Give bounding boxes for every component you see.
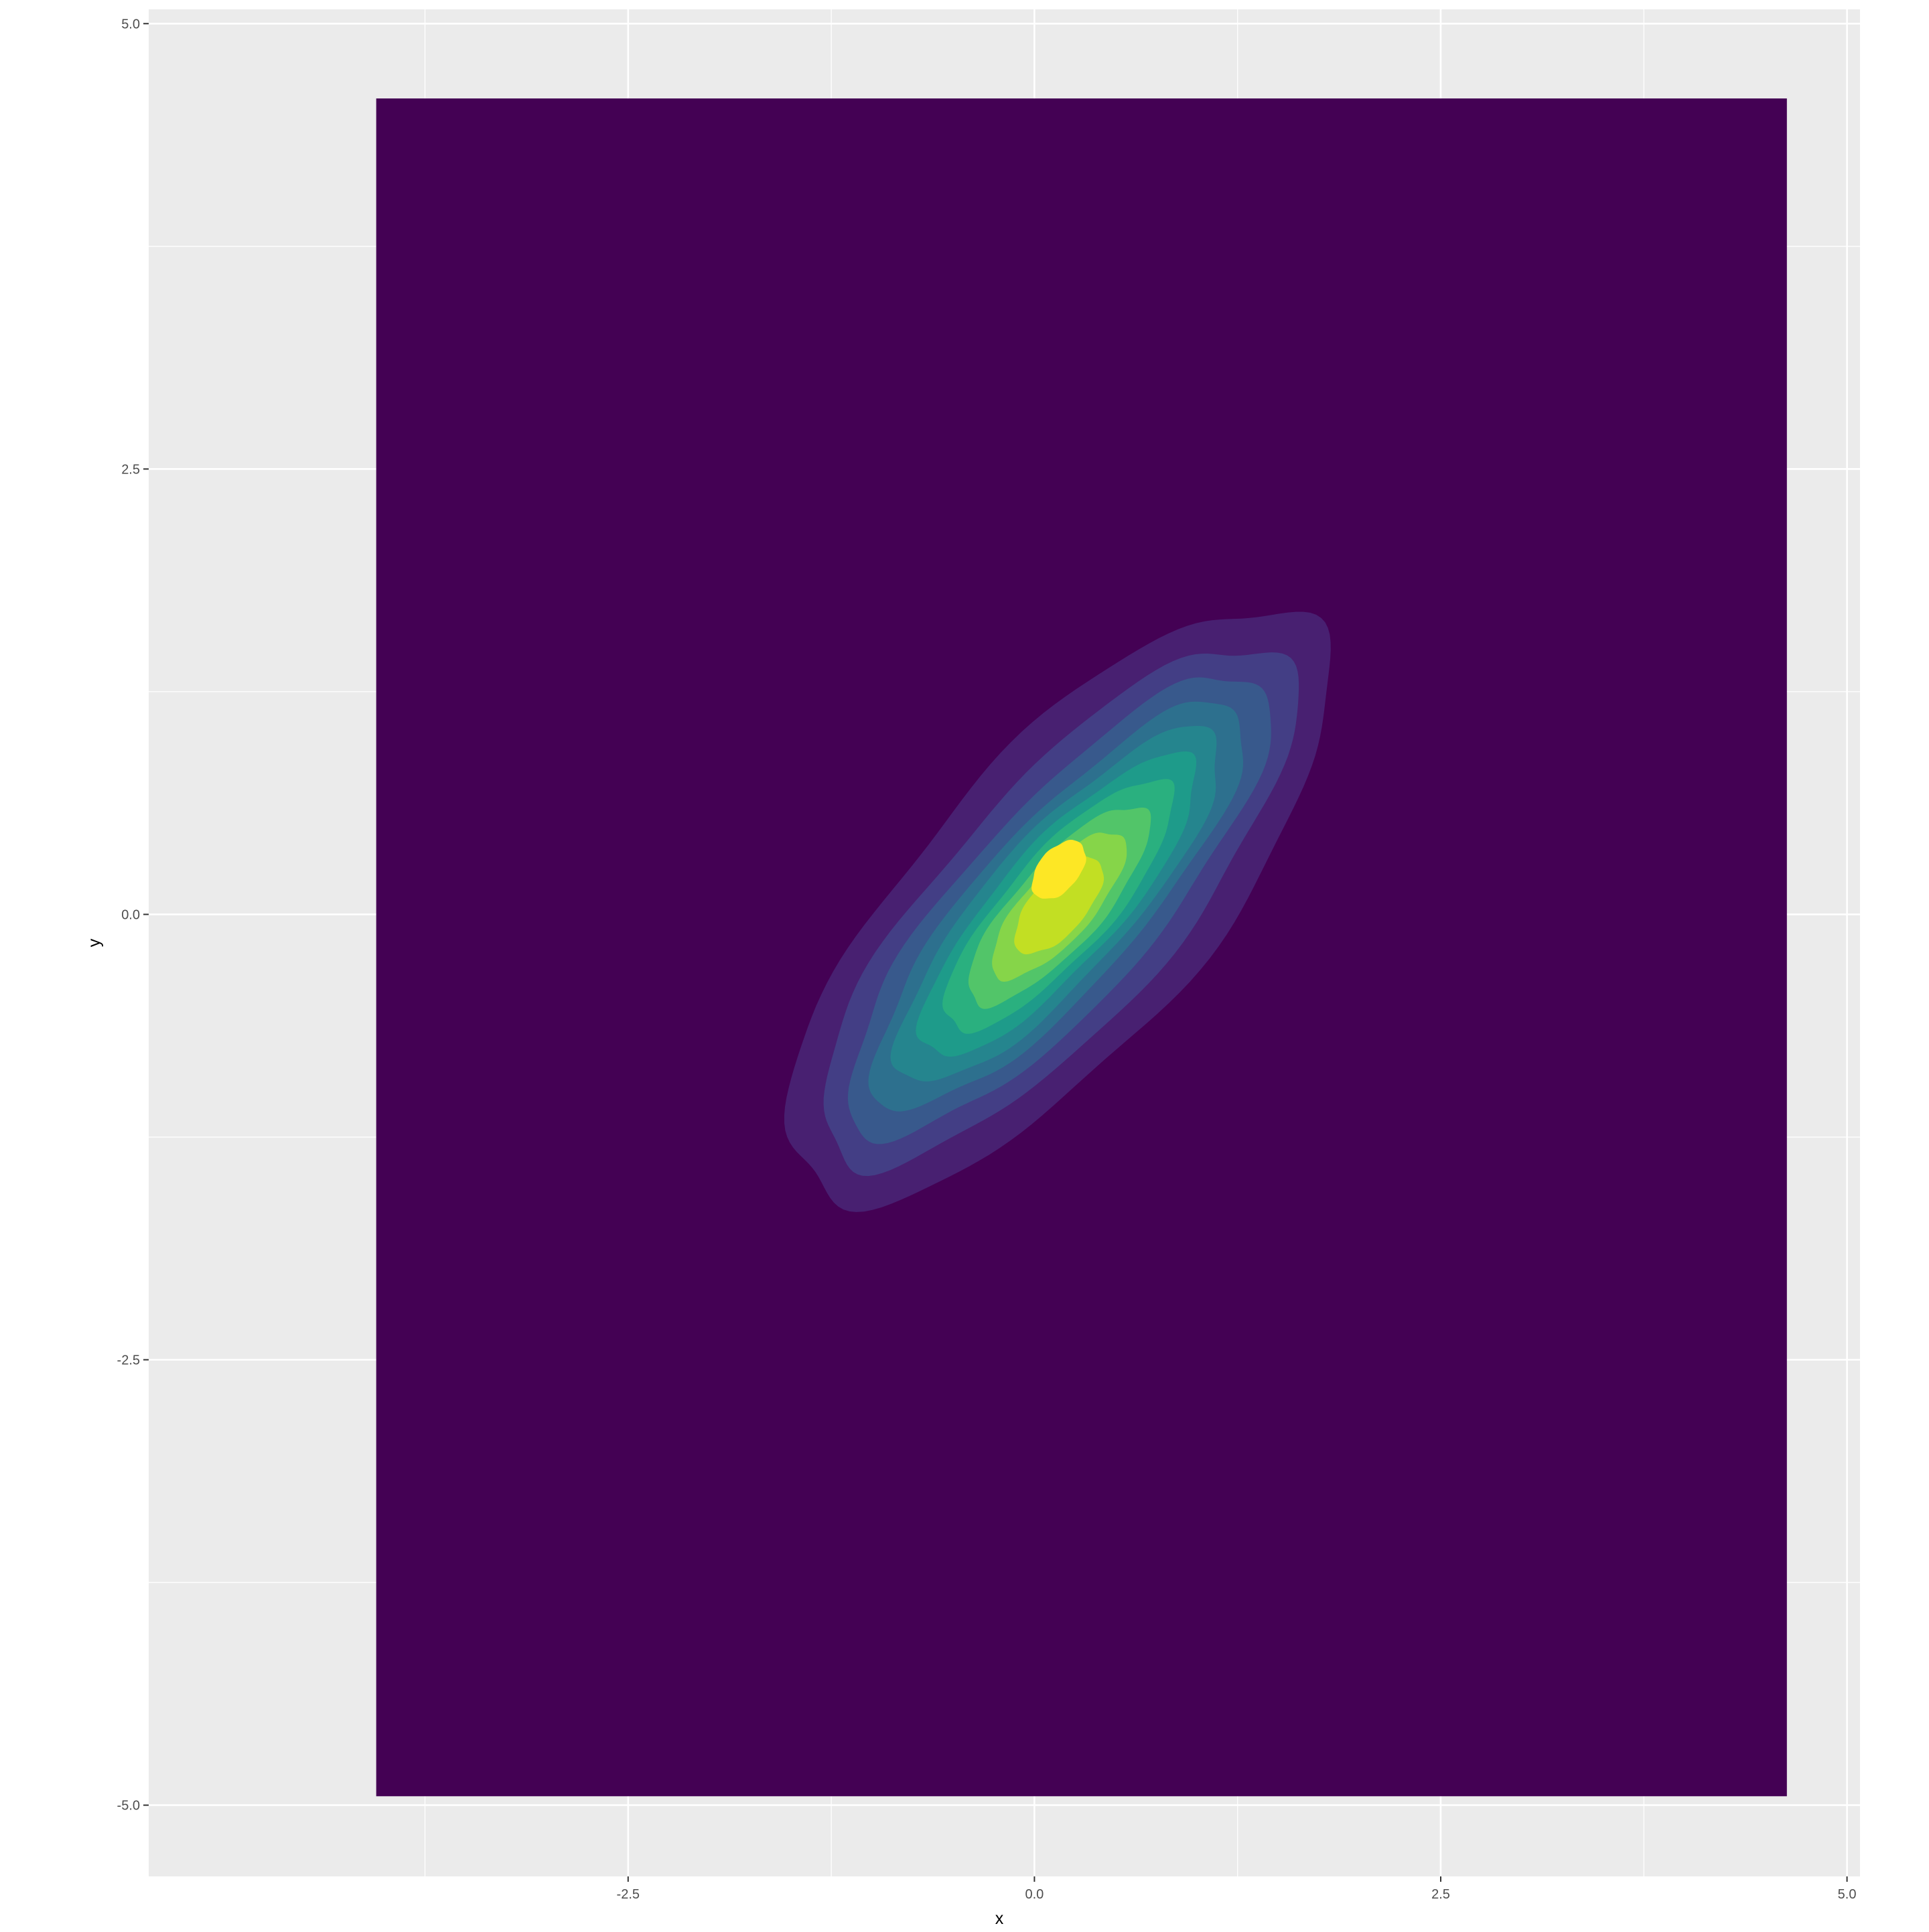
density-band-12	[1031, 840, 1086, 899]
x-tick-label: 2.5	[1431, 1887, 1450, 1902]
y-tick-label: -2.5	[117, 1353, 140, 1368]
axis-ticks	[143, 23, 1848, 1882]
x-tick-label: 0.0	[1025, 1887, 1044, 1902]
y-tick-label: 0.0	[121, 907, 140, 922]
density-layer	[376, 98, 1787, 1797]
x-axis-title: x	[995, 1909, 1004, 1928]
density-band-11	[1014, 856, 1104, 955]
y-axis-title: y	[85, 938, 104, 947]
y-tick-label: -5.0	[117, 1799, 140, 1813]
y-tick-labels: -5.0 -2.5 0.0 2.5 5.0	[117, 17, 140, 1813]
x-tick-labels: -2.5 0.0 2.5 5.0	[617, 1887, 1857, 1902]
y-tick-label: 5.0	[121, 17, 140, 31]
x-tick-label: 5.0	[1838, 1887, 1857, 1902]
x-tick-label: -2.5	[617, 1887, 640, 1902]
y-tick-label: 2.5	[121, 462, 140, 477]
